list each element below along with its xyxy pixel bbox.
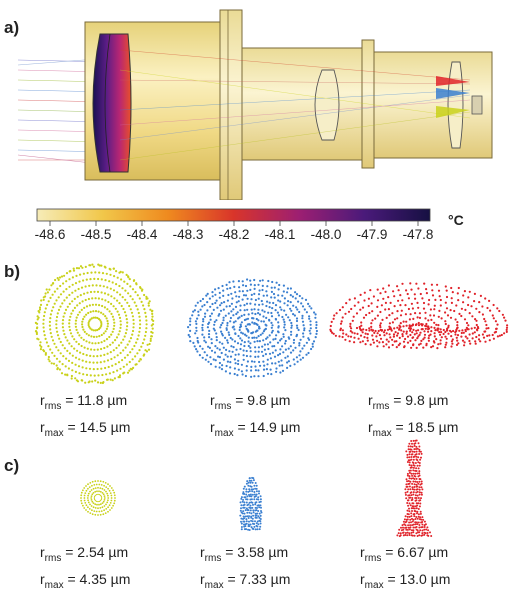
spot-diagram-b-red [329,282,509,350]
colorbar-tick-label: -48.3 [172,227,204,242]
colorbar-bar [36,208,431,222]
front-lens [92,33,132,173]
middle-barrel [241,47,363,161]
spot-diagram-c-red [396,439,433,538]
colorbar-tick-label: -48.0 [310,227,342,242]
panel-a-label: a) [4,18,20,37]
detector [471,95,483,115]
colorbar-tick-label: -47.9 [356,227,388,242]
colorbar-tick-label: -48.1 [264,227,296,242]
rear-lens [447,61,464,149]
blue-focus-cone [436,88,470,99]
panel-b-label: b) [4,262,21,281]
stats-c-red: rrms = 6.67 µm rmax = 13.0 µm [360,544,451,591]
stats-b-red: rrms = 9.8 µm rmax = 18.5 µm [368,392,459,439]
lens-assembly-diagram [0,0,518,201]
stats-c-yellow: rrms = 2.54 µm rmax = 4.35 µm [40,544,131,591]
panel-c-label: c) [4,456,20,475]
spot-diagram-c-blue [239,476,263,531]
stats-b-blue: rrms = 9.8 µm rmax = 14.9 µm [210,392,301,439]
colorbar-unit: °C [448,212,464,228]
stats-b-yellow: rrms = 11.8 µm rmax = 14.5 µm [40,392,131,439]
spot-diagram-c-yellow [80,480,116,516]
spot-diagram-b-yellow [34,263,155,385]
yellow-focus-cone [436,106,470,118]
colorbar-svg [36,208,431,226]
colorbar-tick-label: -48.6 [34,227,66,242]
lens-assembly-svg [17,9,493,201]
colorbar-tick-label: -47.8 [402,227,434,242]
red-focus-cone [436,76,470,86]
colorbar-tick-label: -48.2 [218,227,250,242]
stats-c-blue: rrms = 3.58 µm rmax = 7.33 µm [200,544,291,591]
spot-diagram-b-blue [187,278,318,378]
middle-lens [314,69,340,141]
colorbar-tick-label: -48.5 [80,227,112,242]
colorbar-tickmarks [49,221,419,226]
temperature-colorbar: -48.6 -48.5 -48.4 -48.3 -48.2 -48.1 -48.0 -47.9… [0,200,518,250]
flange [219,9,243,201]
internal-rays [119,49,471,161]
colorbar-tick-label: -48.4 [126,227,158,242]
